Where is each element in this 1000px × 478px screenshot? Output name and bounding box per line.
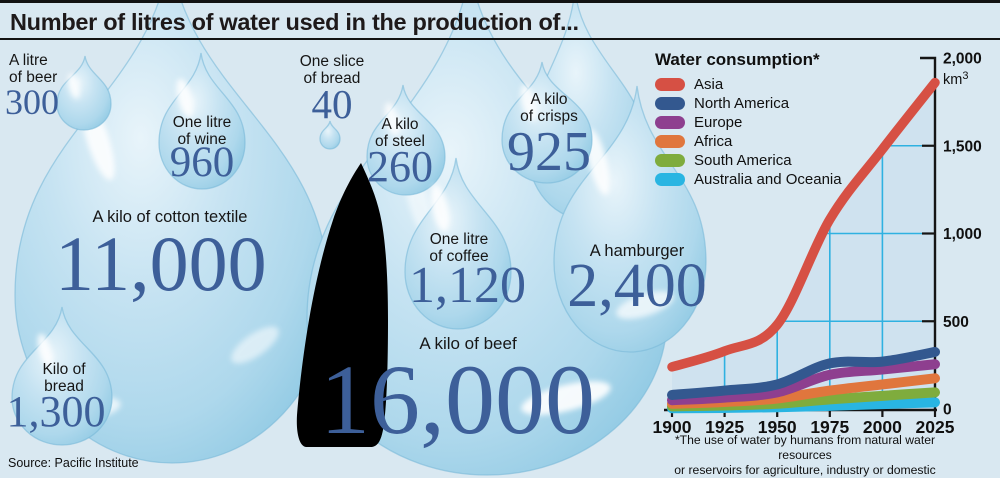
x-tick-label: 1925 bbox=[705, 417, 744, 437]
drop-highlight bbox=[521, 381, 611, 415]
product-value-coffee: 1,120 bbox=[409, 257, 526, 314]
product-label-bread-kilo: Kilo of bread bbox=[42, 361, 86, 396]
y-axis-unit: km3 bbox=[943, 70, 968, 88]
x-tick-label: 1900 bbox=[653, 417, 692, 437]
product-value-beer: 300 bbox=[5, 82, 59, 122]
product-value-bread-slice: 40 bbox=[311, 81, 353, 127]
area-fill-asia bbox=[672, 82, 935, 409]
drop-highlight bbox=[384, 102, 400, 136]
page-title: Number of litres of water used in the pr… bbox=[10, 9, 579, 35]
legend-item-asia: Asia bbox=[655, 75, 842, 94]
product-label-bread-slice: One slice of bread bbox=[299, 53, 365, 88]
product-label-coffee: One litre of coffee bbox=[429, 231, 489, 266]
legend-swatch-south-america bbox=[655, 154, 685, 167]
legend-label: North America bbox=[694, 95, 790, 112]
series-line-north-america bbox=[667, 346, 940, 400]
chart-legend: Water consumption* Asia North America Euro… bbox=[655, 50, 842, 189]
product-label-hamburger: A hamburger bbox=[589, 242, 685, 260]
x-tick-label: 2025 bbox=[916, 417, 955, 437]
series-line-europe bbox=[667, 359, 940, 406]
x-tick-label: 1950 bbox=[758, 417, 797, 437]
legend-label: South America bbox=[694, 152, 792, 169]
water-drop-bread-kilo bbox=[11, 306, 113, 446]
legend-swatch-asia bbox=[655, 78, 685, 91]
y-tick-label: 500 bbox=[943, 314, 969, 331]
y-tick-label: 2,000 bbox=[943, 51, 982, 68]
source-credit: Source: Pacific Institute bbox=[8, 456, 139, 470]
legend-label: Europe bbox=[694, 114, 743, 131]
y-tick-label: 0 bbox=[943, 402, 952, 419]
x-tick-label: 2000 bbox=[863, 417, 902, 437]
legend-item-north-america: North America bbox=[655, 94, 842, 113]
product-value-steel: 260 bbox=[367, 142, 433, 191]
legend-item-africa: Africa bbox=[655, 132, 842, 151]
x-tick-label: 1975 bbox=[810, 417, 849, 437]
water-drop-bread-droplet bbox=[319, 120, 341, 150]
y-tick-label: 1,500 bbox=[943, 138, 982, 155]
legend-swatch-north-america bbox=[655, 97, 685, 110]
water-drop-beer bbox=[56, 55, 112, 131]
drop-highlight bbox=[37, 333, 53, 367]
drop-highlight bbox=[176, 78, 194, 118]
legend-swatch-europe bbox=[655, 116, 685, 129]
water-drop-crisps bbox=[501, 61, 593, 184]
legend-item-south-america: South America bbox=[655, 151, 842, 170]
water-drop-steel bbox=[366, 84, 446, 196]
chart-legend-items: Asia North America Europe Africa South Ameri… bbox=[655, 75, 842, 189]
product-label-beer: A litre of beer bbox=[9, 52, 58, 87]
product-value-wine: 960 bbox=[169, 139, 235, 186]
product-value-cotton: 11,000 bbox=[55, 220, 267, 307]
product-label-beef: A kilo of beef bbox=[419, 334, 517, 353]
title-underline bbox=[0, 38, 1000, 40]
black-silhouette bbox=[296, 163, 388, 447]
drop-highlight bbox=[616, 291, 674, 319]
water-drop-wine bbox=[158, 52, 246, 190]
product-label-wine: One litre of wine bbox=[172, 114, 232, 149]
drop-highlight bbox=[430, 184, 450, 232]
legend-swatch-australia-and-oceania bbox=[655, 173, 685, 186]
y-tick-label: 1,000 bbox=[943, 226, 982, 243]
legend-item-australia-and-oceania: Australia and Oceania bbox=[655, 170, 842, 189]
legend-label: Asia bbox=[694, 76, 724, 93]
legend-item-europe: Europe bbox=[655, 113, 842, 132]
product-value-crisps: 925 bbox=[507, 121, 591, 183]
water-drop-coffee bbox=[404, 157, 512, 330]
series-line-asia bbox=[667, 77, 940, 372]
chart-footnote: *The use of water by humans from natural… bbox=[674, 433, 936, 478]
water-drop-hamburger bbox=[553, 85, 707, 353]
top-rule bbox=[0, 0, 1000, 3]
drop-highlight bbox=[520, 84, 538, 122]
legend-label: Africa bbox=[694, 133, 733, 150]
product-label-crisps: A kilo of crisps bbox=[520, 91, 578, 126]
drop-highlight bbox=[231, 326, 279, 364]
drop-highlight bbox=[68, 73, 80, 99]
product-label-steel: A kilo of steel bbox=[375, 116, 425, 151]
product-value-hamburger: 2,400 bbox=[567, 252, 707, 320]
product-label-cotton: A kilo of cotton textile bbox=[92, 208, 248, 226]
product-value-beef: 16,000 bbox=[320, 344, 595, 455]
legend-label: Australia and Oceania bbox=[694, 171, 842, 188]
product-value-bread-kilo: 1,300 bbox=[6, 387, 106, 436]
chart-legend-title: Water consumption* bbox=[655, 50, 820, 69]
legend-swatch-africa bbox=[655, 135, 685, 148]
